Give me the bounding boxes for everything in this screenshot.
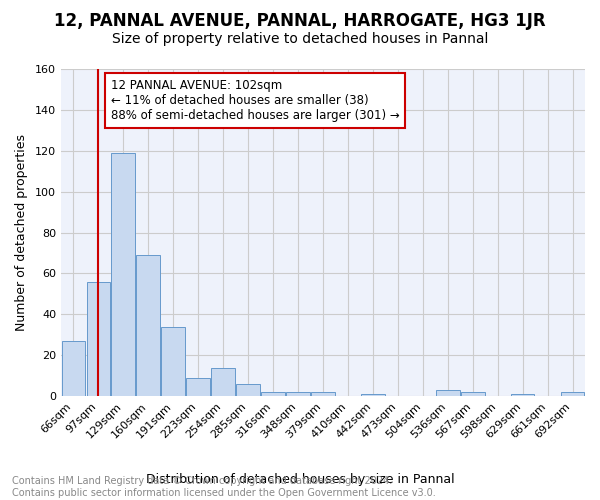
- Text: Distribution of detached houses by size in Pannal: Distribution of detached houses by size …: [146, 472, 454, 486]
- Bar: [560, 392, 584, 396]
- Bar: [236, 384, 260, 396]
- Bar: [211, 368, 235, 396]
- Bar: [136, 255, 160, 396]
- Bar: [86, 282, 110, 396]
- Bar: [436, 390, 460, 396]
- Bar: [161, 326, 185, 396]
- Text: Size of property relative to detached houses in Pannal: Size of property relative to detached ho…: [112, 32, 488, 46]
- Bar: [62, 341, 85, 396]
- Bar: [261, 392, 285, 396]
- Bar: [461, 392, 485, 396]
- Bar: [187, 378, 210, 396]
- Bar: [286, 392, 310, 396]
- Y-axis label: Number of detached properties: Number of detached properties: [15, 134, 28, 331]
- Bar: [311, 392, 335, 396]
- Text: 12, PANNAL AVENUE, PANNAL, HARROGATE, HG3 1JR: 12, PANNAL AVENUE, PANNAL, HARROGATE, HG…: [54, 12, 546, 30]
- Text: Contains HM Land Registry data © Crown copyright and database right 2024.
Contai: Contains HM Land Registry data © Crown c…: [12, 476, 436, 498]
- Bar: [112, 153, 135, 396]
- Bar: [511, 394, 535, 396]
- Text: 12 PANNAL AVENUE: 102sqm
← 11% of detached houses are smaller (38)
88% of semi-d: 12 PANNAL AVENUE: 102sqm ← 11% of detach…: [111, 79, 400, 122]
- Bar: [361, 394, 385, 396]
